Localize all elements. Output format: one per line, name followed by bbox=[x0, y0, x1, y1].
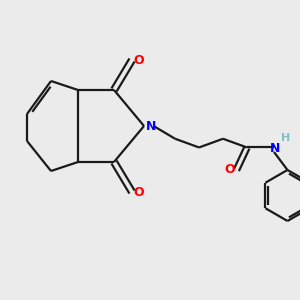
Text: N: N bbox=[146, 119, 156, 133]
Text: N: N bbox=[270, 142, 281, 155]
Text: O: O bbox=[225, 164, 235, 176]
Text: O: O bbox=[133, 53, 144, 67]
Text: H: H bbox=[281, 134, 290, 143]
Text: O: O bbox=[133, 185, 144, 199]
